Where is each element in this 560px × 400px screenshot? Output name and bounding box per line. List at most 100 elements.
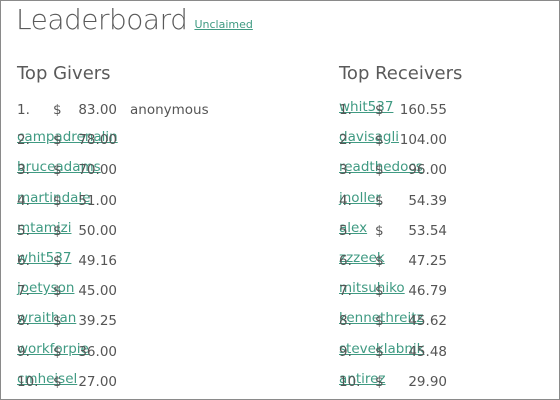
top-givers-section: Top Givers 1. $83.00 anonymous 2. $78.00 camp…	[17, 63, 317, 399]
givers-row: 10. $27.00 cmheisel	[17, 370, 317, 399]
rank-number: 7.	[17, 283, 30, 300]
currency-symbol: $	[375, 373, 384, 390]
amount-value: 104.00	[399, 132, 447, 149]
rank-number: 1.	[339, 102, 352, 118]
amount-value: 36.00	[78, 343, 117, 360]
rank-number: 1.	[17, 102, 30, 118]
currency-symbol: $	[375, 283, 384, 300]
username-link[interactable]: zzzeek	[339, 249, 385, 266]
amount-value: 70.00	[78, 162, 117, 179]
rank-number: 5.	[339, 222, 352, 239]
receivers-row: 9. $45.48 steveklabnik	[339, 341, 559, 371]
username-link[interactable]: davisagli	[339, 129, 399, 146]
username-link[interactable]: mitsuhiko	[339, 280, 405, 297]
currency-symbol: $	[53, 283, 62, 300]
givers-row: 8. $39.25 wraithan	[17, 310, 317, 340]
username-link[interactable]: workforpie	[17, 340, 89, 357]
rank-number: 3.	[17, 162, 30, 179]
username-text: anonymous	[130, 102, 209, 118]
amount-value: 78.00	[78, 132, 117, 149]
rank-number: 10.	[339, 373, 361, 390]
unclaimed-link[interactable]: Unclaimed	[194, 18, 253, 31]
rank-number: 9.	[17, 343, 30, 360]
currency-symbol: $	[375, 132, 384, 149]
top-givers-title: Top Givers	[17, 63, 111, 84]
receivers-row: 2. $104.00 davisagli	[339, 129, 559, 159]
amount-value: 83.00	[78, 102, 117, 118]
givers-row: 9. $36.00 workforpie	[17, 341, 317, 371]
givers-row: 3. $70.00 bruceadams	[17, 159, 317, 189]
username-link[interactable]: jnoller	[339, 189, 381, 206]
top-givers-list: 1. $83.00 anonymous 2. $78.00 campadrenalin 3.…	[17, 99, 317, 399]
top-receivers-title: Top Receivers	[339, 63, 463, 84]
amount-value: 49.16	[78, 252, 117, 269]
username-link[interactable]: joetyson	[17, 280, 75, 297]
page-header: Leaderboard Unclaimed	[16, 3, 253, 36]
givers-row: 6. $49.16 whit537	[17, 250, 317, 280]
username-link[interactable]: kennethreitz	[339, 310, 424, 327]
amount-value: 160.55	[399, 102, 447, 118]
username-link[interactable]: whit537	[17, 249, 72, 266]
username-link[interactable]: antirez	[339, 370, 386, 387]
receivers-row: 8. $45.62 kennethreitz	[339, 310, 559, 340]
amount-value: 53.54	[408, 222, 447, 239]
amount-value: 45.00	[78, 283, 117, 300]
username-link[interactable]: alex	[339, 219, 368, 236]
currency-symbol: $	[53, 343, 62, 360]
amount-value: 50.00	[78, 222, 117, 239]
amount-value: 46.79	[408, 283, 447, 300]
amount-value: 45.62	[408, 313, 447, 330]
currency-symbol: $	[375, 162, 384, 179]
currency-symbol: $	[375, 192, 384, 209]
rank-number: 6.	[17, 252, 30, 269]
username-link[interactable]: cmheisel	[17, 370, 78, 387]
rank-number: 4.	[339, 192, 352, 209]
username-link[interactable]: wraithan	[17, 310, 77, 327]
receivers-row: 1. $160.55 whit537	[339, 99, 559, 129]
currency-symbol: $	[375, 102, 384, 118]
rank-number: 8.	[17, 313, 30, 330]
amount-value: 51.00	[78, 192, 117, 209]
top-receivers-list: 1. $160.55 whit537 2. $104.00 davisagli 3. $96.…	[339, 99, 559, 399]
username-link[interactable]: steveklabnik	[339, 340, 425, 357]
rank-number: 6.	[339, 252, 352, 269]
username-link[interactable]: readthedocs	[339, 159, 423, 176]
page-title: Leaderboard	[16, 3, 188, 36]
givers-row: 2. $78.00 campadrenalin	[17, 129, 317, 159]
amount-value: 27.00	[78, 373, 117, 390]
givers-row: 5. $50.00 mtamizi	[17, 220, 317, 250]
rank-number: 3.	[339, 162, 352, 179]
receivers-row: 7. $46.79 mitsuhiko	[339, 280, 559, 310]
top-receivers-section: Top Receivers 1. $160.55 whit537 2. $104.00 d…	[339, 63, 559, 399]
currency-symbol: $	[53, 373, 62, 390]
receivers-row: 10. $29.90 antirez	[339, 370, 559, 399]
rank-number: 2.	[339, 132, 352, 149]
username-link[interactable]: campadrenalin	[17, 129, 118, 146]
receivers-row: 5. $53.54 alex	[339, 220, 559, 250]
currency-symbol: $	[375, 343, 384, 360]
rank-number: 10.	[17, 373, 39, 390]
username-link[interactable]: bruceadams	[17, 159, 101, 176]
username-link[interactable]: martindale	[17, 189, 91, 206]
currency-symbol: $	[53, 192, 62, 209]
amount-value: 54.39	[408, 192, 447, 209]
currency-symbol: $	[375, 252, 384, 269]
currency-symbol: $	[53, 313, 62, 330]
givers-row: 4. $51.00 martindale	[17, 190, 317, 220]
amount-value: 45.48	[408, 343, 447, 360]
currency-symbol: $	[375, 222, 384, 239]
username-link[interactable]: whit537	[339, 99, 394, 115]
currency-symbol: $	[53, 102, 62, 118]
rank-number: 8.	[339, 313, 352, 330]
currency-symbol: $	[53, 252, 62, 269]
currency-symbol: $	[53, 162, 62, 179]
currency-symbol: $	[53, 132, 62, 149]
rank-number: 9.	[339, 343, 352, 360]
receivers-row: 6. $47.25 zzzeek	[339, 250, 559, 280]
currency-symbol: $	[53, 222, 62, 239]
rank-number: 4.	[17, 192, 30, 209]
rank-number: 2.	[17, 132, 30, 149]
amount-value: 29.90	[408, 373, 447, 390]
username-link[interactable]: mtamizi	[17, 219, 72, 236]
